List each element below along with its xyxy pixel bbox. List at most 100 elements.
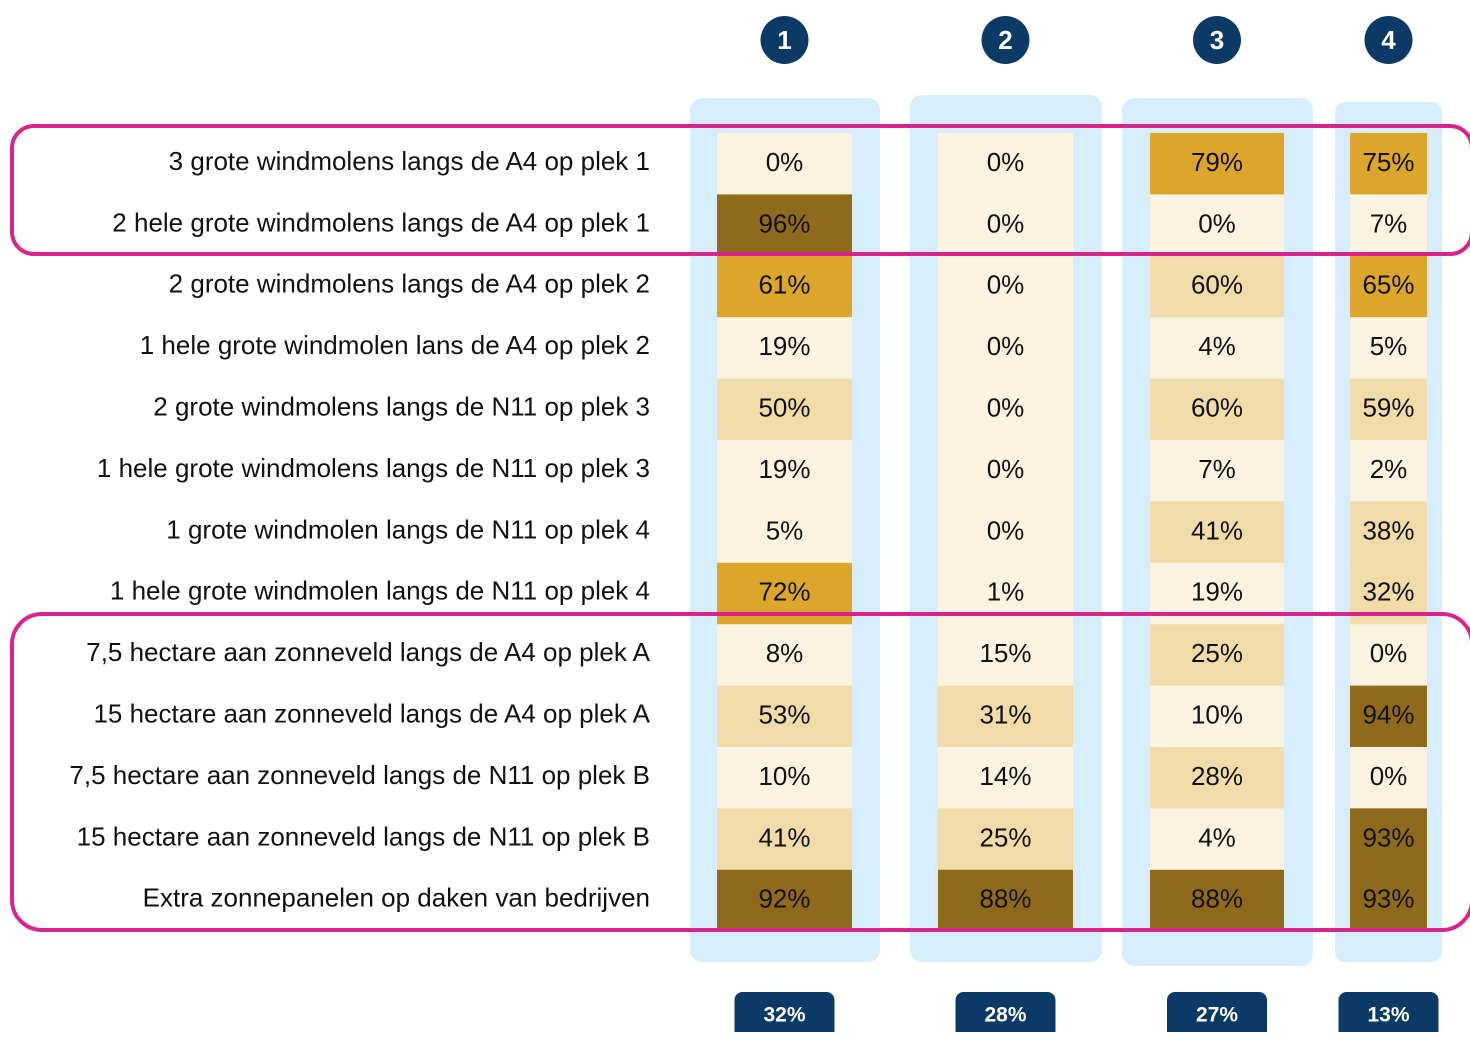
cell-value: 32% bbox=[1362, 577, 1414, 607]
cell bbox=[1350, 255, 1427, 318]
column-total: 32% bbox=[763, 1004, 805, 1027]
cell-value: 7% bbox=[1198, 454, 1236, 484]
cell bbox=[717, 194, 852, 257]
cell bbox=[717, 808, 852, 871]
cell bbox=[1150, 685, 1284, 748]
column-number-badge bbox=[981, 16, 1030, 64]
cell bbox=[717, 133, 852, 195]
row-label: 7,5 hectare aan zonneveld langs de A4 op… bbox=[86, 637, 650, 667]
cell-value: 0% bbox=[987, 515, 1025, 545]
cell-value: 41% bbox=[758, 822, 810, 852]
cell-value: 88% bbox=[1191, 884, 1243, 914]
column-number-badge bbox=[760, 16, 809, 64]
cell bbox=[717, 255, 852, 318]
row-label: Extra zonnepanelen op daken van bedrijve… bbox=[143, 883, 650, 913]
cell-value: 0% bbox=[766, 147, 804, 177]
cell bbox=[938, 133, 1073, 195]
column-number-badge bbox=[1364, 16, 1413, 64]
row-label: 7,5 hectare aan zonneveld langs de N11 o… bbox=[69, 760, 650, 790]
cell bbox=[938, 440, 1073, 502]
cell-value: 41% bbox=[1191, 515, 1243, 545]
cell bbox=[1150, 194, 1284, 257]
cell-value: 4% bbox=[1198, 331, 1236, 361]
cell-value: 72% bbox=[758, 577, 810, 607]
cell-value: 59% bbox=[1362, 392, 1414, 422]
cell-value: 53% bbox=[758, 699, 810, 729]
cell-value: 61% bbox=[758, 270, 810, 300]
cell bbox=[1350, 808, 1427, 871]
highlight-frame bbox=[10, 612, 1470, 932]
cell bbox=[717, 378, 852, 441]
row-label: 1 hele grote windmolen lans de A4 op ple… bbox=[140, 330, 650, 360]
cell-value: 5% bbox=[766, 515, 804, 545]
cell bbox=[717, 624, 852, 687]
cell bbox=[938, 501, 1073, 564]
cell-value: 28% bbox=[1191, 761, 1243, 791]
cell-value: 0% bbox=[987, 454, 1025, 484]
cell-value: 0% bbox=[987, 270, 1025, 300]
cell bbox=[717, 685, 852, 748]
cell-value: 79% bbox=[1191, 147, 1243, 177]
cell bbox=[717, 501, 852, 564]
cell-value: 10% bbox=[758, 761, 810, 791]
cell-value: 50% bbox=[758, 392, 810, 422]
cell bbox=[1350, 378, 1427, 441]
cell bbox=[1350, 133, 1427, 195]
column-number: 2 bbox=[998, 25, 1012, 55]
cell bbox=[938, 624, 1073, 687]
cell-value: 5% bbox=[1370, 331, 1408, 361]
cell-value: 38% bbox=[1362, 515, 1414, 545]
cell bbox=[1350, 624, 1427, 687]
cell-value: 19% bbox=[1191, 577, 1243, 607]
cell bbox=[938, 685, 1073, 748]
cell-value: 92% bbox=[758, 884, 810, 914]
row-label: 2 grote windmolens langs de A4 op plek 2 bbox=[169, 269, 650, 299]
cell bbox=[938, 808, 1073, 871]
cell-value: 88% bbox=[979, 884, 1031, 914]
cell bbox=[1150, 255, 1284, 318]
cell-value: 10% bbox=[1191, 699, 1243, 729]
row-label: 2 grote windmolens langs de N11 op plek … bbox=[153, 391, 650, 421]
cell bbox=[938, 869, 1073, 932]
cell-value: 19% bbox=[758, 331, 810, 361]
cell bbox=[717, 869, 852, 932]
cell-value: 8% bbox=[766, 638, 804, 668]
cell bbox=[1150, 747, 1284, 809]
cell bbox=[1350, 501, 1427, 564]
cell-value: 75% bbox=[1362, 147, 1414, 177]
cell bbox=[1150, 501, 1284, 564]
cell bbox=[1150, 869, 1284, 932]
column-number: 1 bbox=[777, 25, 791, 55]
cell bbox=[1350, 440, 1427, 502]
cell-value: 25% bbox=[1191, 638, 1243, 668]
cell bbox=[1350, 685, 1427, 748]
cell-value: 0% bbox=[987, 331, 1025, 361]
cell-value: 0% bbox=[987, 208, 1025, 238]
column-number: 4 bbox=[1381, 25, 1396, 55]
cell-value: 0% bbox=[1370, 638, 1408, 668]
total-badge bbox=[1167, 992, 1267, 1037]
cell bbox=[938, 317, 1073, 380]
cell-value: 60% bbox=[1191, 392, 1243, 422]
cell-value: 60% bbox=[1191, 270, 1243, 300]
cell-value: 25% bbox=[979, 822, 1031, 852]
cell bbox=[938, 747, 1073, 809]
cell bbox=[1150, 378, 1284, 441]
cell-value: 0% bbox=[1370, 761, 1408, 791]
cell-value: 1% bbox=[987, 577, 1025, 607]
cell bbox=[938, 194, 1073, 257]
total-badge bbox=[1338, 992, 1439, 1037]
cell bbox=[1150, 440, 1284, 502]
cell-value: 65% bbox=[1362, 270, 1414, 300]
cell bbox=[1350, 869, 1427, 932]
cell bbox=[1150, 624, 1284, 687]
cell bbox=[717, 747, 852, 809]
column-total: 28% bbox=[984, 1004, 1026, 1027]
column-total: 13% bbox=[1367, 1004, 1409, 1027]
cell bbox=[938, 378, 1073, 441]
total-badge bbox=[955, 992, 1056, 1037]
cell bbox=[1350, 747, 1427, 809]
cell-value: 93% bbox=[1362, 884, 1414, 914]
cell-value: 31% bbox=[979, 699, 1031, 729]
